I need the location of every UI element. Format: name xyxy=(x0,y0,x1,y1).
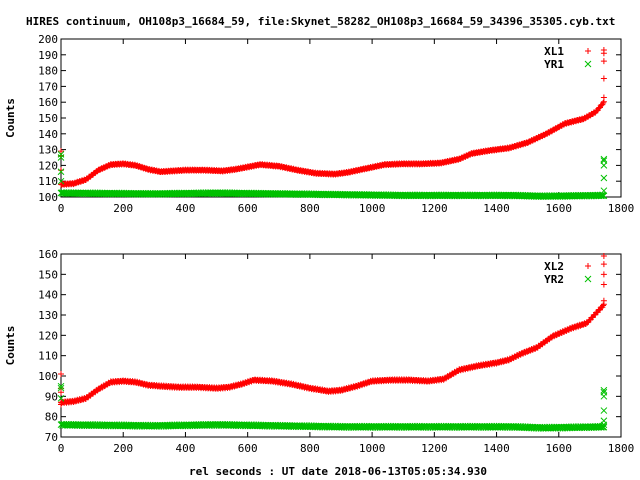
x-tick-label: 200 xyxy=(113,202,133,215)
y-tick-label: 120 xyxy=(38,329,58,342)
data-point xyxy=(600,423,608,431)
data-point xyxy=(57,154,65,161)
data-point xyxy=(600,75,607,82)
series-YR2 xyxy=(57,382,608,432)
legend-label: XL1 xyxy=(544,45,564,58)
data-point xyxy=(58,148,64,155)
y-tick-label: 180 xyxy=(38,65,58,78)
x-tick-label: 0 xyxy=(58,202,65,215)
y-tick-label: 130 xyxy=(38,144,58,157)
x-tick-label: 400 xyxy=(176,442,196,455)
data-point xyxy=(600,155,608,163)
y-tick-label: 160 xyxy=(38,248,58,261)
y-tick-label: 170 xyxy=(38,80,58,93)
data-point xyxy=(600,187,608,195)
legend-marker xyxy=(585,263,591,269)
data-point xyxy=(57,384,65,392)
x-tick-label: 400 xyxy=(176,202,196,215)
x-tick-label: 200 xyxy=(113,442,133,455)
y-tick-label: 100 xyxy=(38,370,58,383)
x-tick-label: 1400 xyxy=(483,442,510,455)
data-point xyxy=(600,388,608,396)
x-tick-label: 1000 xyxy=(359,202,386,215)
data-point xyxy=(57,177,65,185)
y-tick-label: 110 xyxy=(38,350,58,363)
data-point xyxy=(600,407,608,414)
y-tick-label: 190 xyxy=(38,49,58,62)
x-tick-label: 800 xyxy=(300,202,320,215)
y-tick-label: 140 xyxy=(38,128,58,141)
legend-label: YR1 xyxy=(544,58,564,71)
series-XL2 xyxy=(58,253,607,408)
series-YR1 xyxy=(57,150,608,201)
y-tick-label: 70 xyxy=(45,431,58,444)
legend-marker xyxy=(584,60,592,68)
y-axis-label: Counts xyxy=(4,326,17,366)
data-point xyxy=(600,58,607,65)
y-tick-label: 150 xyxy=(38,268,58,281)
data-point xyxy=(600,99,607,106)
data-point xyxy=(57,168,65,176)
x-tick-label: 600 xyxy=(238,442,258,455)
y-tick-label: 80 xyxy=(45,411,58,424)
data-point xyxy=(600,174,608,182)
chart-title: HIRES continuum, OH108p3_16684_59, file:… xyxy=(26,15,615,28)
legend-marker xyxy=(584,275,592,283)
x-axis-label: rel seconds : UT date 2018-06-13T05:05:3… xyxy=(189,465,487,478)
y-tick-label: 110 xyxy=(38,175,58,188)
data-point xyxy=(58,401,64,408)
legend-label: XL2 xyxy=(544,260,564,273)
data-point xyxy=(58,370,64,377)
data-point xyxy=(600,271,607,278)
legend-label: YR2 xyxy=(544,273,564,286)
data-point xyxy=(600,386,608,394)
data-point xyxy=(600,261,607,268)
x-tick-label: 1200 xyxy=(421,442,448,455)
data-point xyxy=(600,162,608,169)
y-tick-label: 150 xyxy=(38,112,58,125)
x-tick-label: 1800 xyxy=(608,442,635,455)
bottom-panel: 0 200 400 600 800 1000 1200 1400 1600 1800 70 80 90 1… xyxy=(4,248,634,455)
top-panel: 0 200 400 600 800 1000 1200 1400 1600 1800 100 110 1… xyxy=(4,33,634,215)
data-point xyxy=(600,192,608,200)
y-tick-label: 90 xyxy=(45,390,58,403)
data-point xyxy=(600,281,607,288)
plot-frame xyxy=(60,253,622,438)
y-tick-label: 100 xyxy=(38,191,58,204)
x-tick-label: 1800 xyxy=(608,202,635,215)
data-point xyxy=(600,253,607,260)
data-point xyxy=(600,297,607,304)
x-tick-label: 1200 xyxy=(421,202,448,215)
y-tick-label: 130 xyxy=(38,309,58,322)
y-tick-label: 200 xyxy=(38,33,58,46)
data-point xyxy=(600,47,607,54)
x-tick-label: 1600 xyxy=(546,442,573,455)
x-tick-label: 1000 xyxy=(359,442,386,455)
x-tick-label: 1400 xyxy=(483,202,510,215)
x-tick-label: 1600 xyxy=(546,202,573,215)
legend-marker xyxy=(585,48,591,54)
data-point xyxy=(57,382,65,390)
y-axis-label: Counts xyxy=(4,98,17,138)
y-tick-label: 120 xyxy=(38,159,58,172)
x-tick-label: 800 xyxy=(300,442,320,455)
x-tick-label: 0 xyxy=(58,442,65,455)
x-tick-label: 600 xyxy=(238,202,258,215)
data-point xyxy=(57,395,65,402)
y-tick-label: 140 xyxy=(38,289,58,302)
data-point xyxy=(600,302,607,309)
series-XL1 xyxy=(58,47,607,188)
data-point xyxy=(600,157,608,165)
data-point xyxy=(57,150,65,158)
data-point xyxy=(600,94,607,101)
y-tick-label: 160 xyxy=(38,96,58,109)
data-point xyxy=(600,417,608,425)
